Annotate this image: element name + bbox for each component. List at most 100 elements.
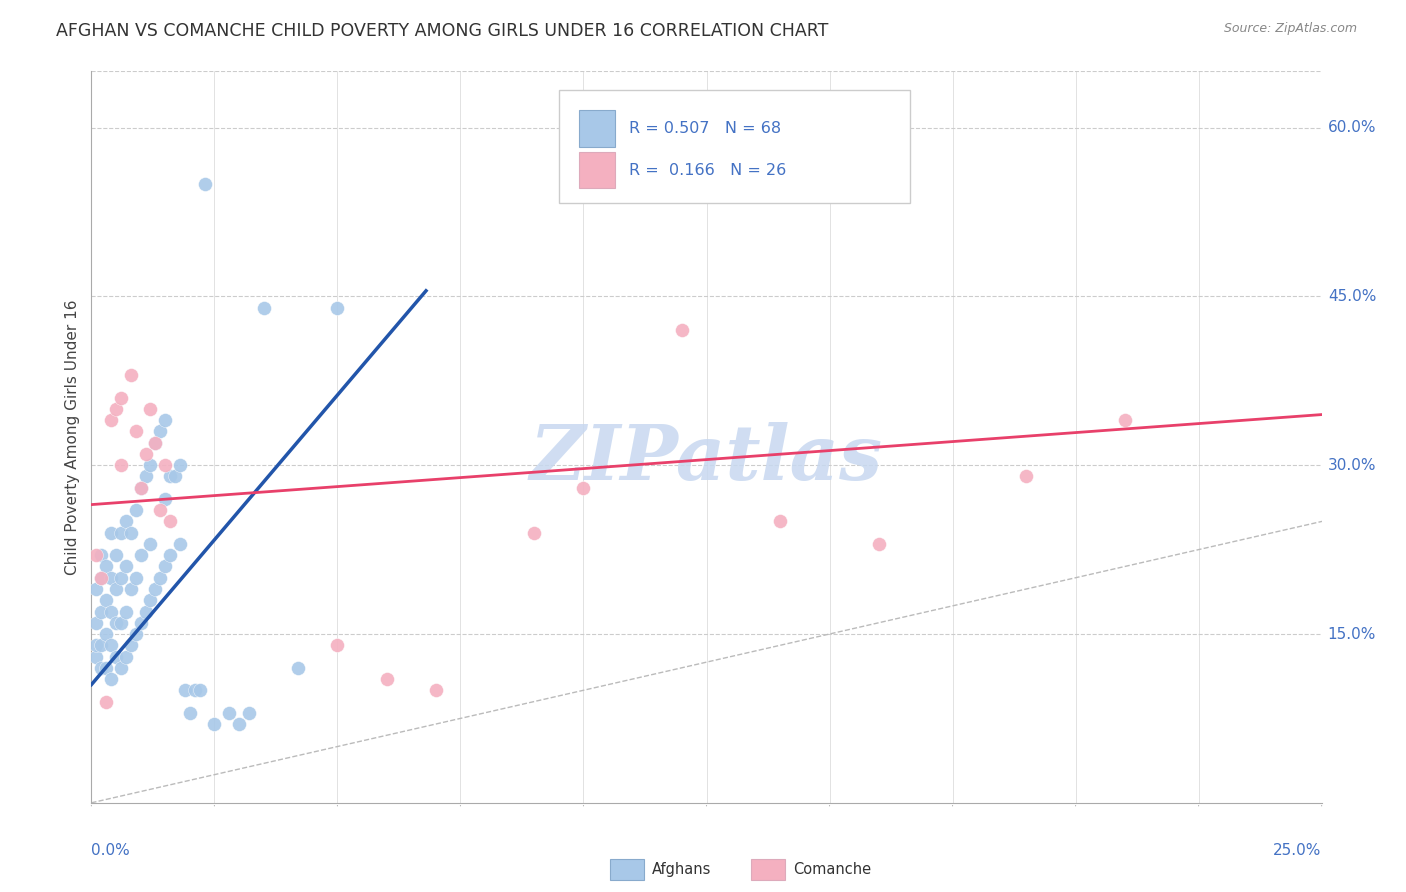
Point bbox=[105, 548, 127, 562]
Point bbox=[110, 525, 132, 540]
Y-axis label: Child Poverty Among Girls Under 16: Child Poverty Among Girls Under 16 bbox=[65, 300, 80, 574]
Point bbox=[114, 649, 138, 664]
Point bbox=[129, 481, 152, 495]
Point bbox=[425, 683, 447, 698]
Point bbox=[1114, 413, 1136, 427]
Point bbox=[228, 717, 250, 731]
Point bbox=[96, 559, 117, 574]
Point bbox=[326, 638, 349, 652]
Text: 60.0%: 60.0% bbox=[1327, 120, 1376, 135]
Text: 45.0%: 45.0% bbox=[1327, 289, 1376, 304]
Point bbox=[86, 615, 108, 630]
Point bbox=[253, 301, 276, 315]
Point bbox=[96, 661, 117, 675]
Text: 15.0%: 15.0% bbox=[1327, 626, 1376, 641]
Point bbox=[100, 672, 122, 686]
Point bbox=[110, 615, 132, 630]
Text: R = 0.507   N = 68: R = 0.507 N = 68 bbox=[628, 121, 782, 136]
Text: 0.0%: 0.0% bbox=[91, 843, 131, 858]
Text: Comanche: Comanche bbox=[793, 863, 872, 877]
Point bbox=[169, 458, 191, 473]
Point bbox=[110, 661, 132, 675]
Point bbox=[169, 537, 191, 551]
FancyBboxPatch shape bbox=[579, 152, 616, 188]
Point bbox=[100, 413, 122, 427]
Point bbox=[124, 627, 146, 641]
Point bbox=[1015, 469, 1038, 483]
Point bbox=[671, 323, 693, 337]
Point bbox=[90, 638, 112, 652]
Point bbox=[120, 638, 142, 652]
Point bbox=[90, 661, 112, 675]
Point bbox=[86, 638, 108, 652]
Point bbox=[105, 615, 127, 630]
Point bbox=[218, 706, 240, 720]
Point bbox=[90, 548, 112, 562]
Point bbox=[90, 605, 112, 619]
Point bbox=[120, 368, 142, 383]
Point bbox=[523, 525, 546, 540]
Point bbox=[159, 515, 181, 529]
Point bbox=[179, 706, 201, 720]
Point bbox=[86, 582, 108, 596]
Point bbox=[139, 458, 162, 473]
Point bbox=[110, 571, 132, 585]
Point bbox=[159, 469, 181, 483]
Point bbox=[159, 548, 181, 562]
Point bbox=[149, 425, 172, 439]
Point bbox=[139, 593, 162, 607]
Point bbox=[100, 525, 122, 540]
Text: Source: ZipAtlas.com: Source: ZipAtlas.com bbox=[1223, 22, 1357, 36]
Point bbox=[86, 548, 108, 562]
Point bbox=[100, 605, 122, 619]
Point bbox=[202, 717, 225, 731]
Point bbox=[120, 582, 142, 596]
Point bbox=[114, 515, 138, 529]
Point bbox=[96, 593, 117, 607]
Text: R =  0.166   N = 26: R = 0.166 N = 26 bbox=[628, 162, 786, 178]
Text: 25.0%: 25.0% bbox=[1274, 843, 1322, 858]
FancyBboxPatch shape bbox=[558, 90, 910, 203]
Point bbox=[149, 571, 172, 585]
Point bbox=[129, 548, 152, 562]
Point bbox=[153, 413, 177, 427]
Point bbox=[105, 582, 127, 596]
Point bbox=[129, 615, 152, 630]
Point bbox=[90, 571, 112, 585]
Point bbox=[163, 469, 186, 483]
Point bbox=[100, 571, 122, 585]
Point bbox=[139, 401, 162, 416]
Point bbox=[145, 435, 166, 450]
Point bbox=[105, 401, 127, 416]
Point bbox=[96, 627, 117, 641]
Point bbox=[105, 649, 127, 664]
Point bbox=[100, 638, 122, 652]
Point bbox=[90, 571, 112, 585]
Text: ZIPatlas: ZIPatlas bbox=[530, 422, 883, 496]
Point bbox=[153, 559, 177, 574]
Point bbox=[135, 469, 156, 483]
Point bbox=[183, 683, 207, 698]
Point bbox=[238, 706, 260, 720]
Point bbox=[114, 605, 138, 619]
Point bbox=[124, 503, 146, 517]
Point bbox=[110, 458, 132, 473]
Point bbox=[135, 447, 156, 461]
Point bbox=[124, 571, 146, 585]
Point bbox=[145, 582, 166, 596]
Point bbox=[572, 481, 595, 495]
Point bbox=[145, 435, 166, 450]
Point bbox=[86, 649, 108, 664]
Point bbox=[193, 177, 217, 191]
Point bbox=[375, 672, 398, 686]
Point bbox=[114, 559, 138, 574]
Point bbox=[188, 683, 211, 698]
Point bbox=[149, 503, 172, 517]
Point bbox=[96, 694, 117, 708]
Text: 30.0%: 30.0% bbox=[1327, 458, 1376, 473]
Point bbox=[153, 458, 177, 473]
Point bbox=[868, 537, 890, 551]
Text: Afghans: Afghans bbox=[652, 863, 711, 877]
Point bbox=[153, 491, 177, 506]
Point bbox=[110, 391, 132, 405]
